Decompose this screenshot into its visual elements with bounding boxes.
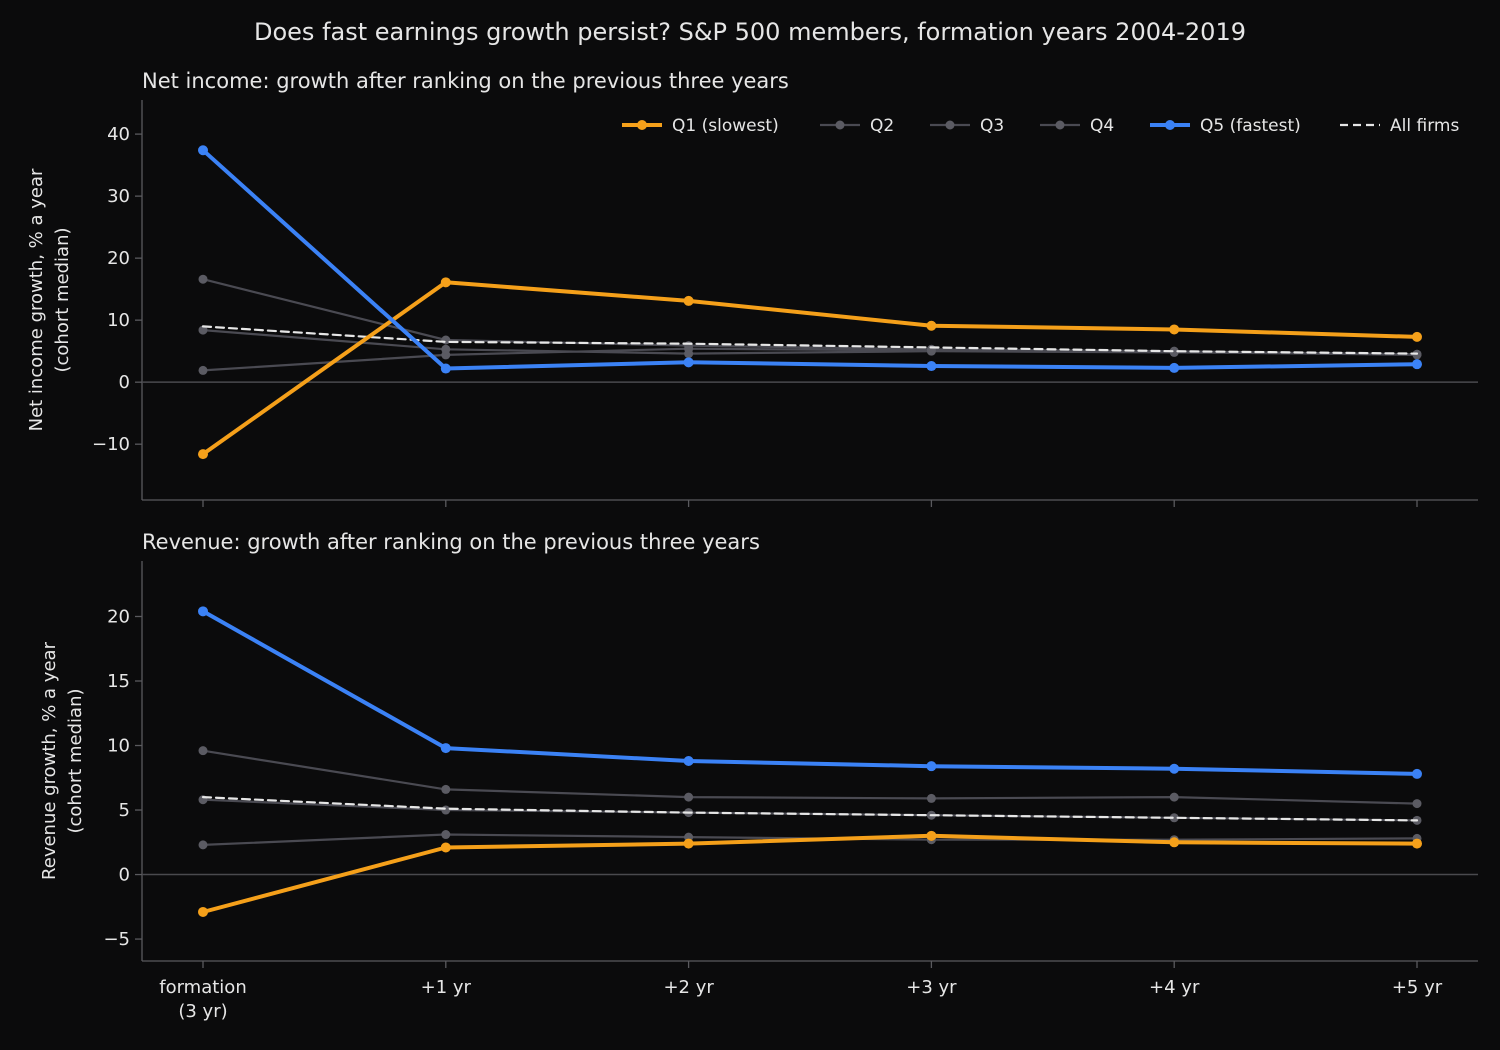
x-tick-label: +3 yr [906,977,957,998]
y-axis-label: (cohort median) [65,688,86,833]
legend-label-q2: Q2 [870,116,894,136]
data-point-q1 [198,449,208,460]
data-point-q5 [683,756,694,766]
legend-marker-q4 [1055,120,1065,130]
data-point-q4 [1169,346,1179,356]
y-tick-label: 30 [107,186,130,207]
data-point-q5 [1169,763,1180,774]
data-point-q5 [440,743,451,754]
data-point-q4 [684,792,694,802]
legend: Q1 (slowest) Q2 Q3 Q4 Q5 (fastest) All firms [622,116,1459,136]
data-point-q1 [1169,837,1180,848]
data-point-q1 [683,838,694,849]
data-point-q3 [441,805,451,815]
data-point-q2 [441,830,451,840]
x-tick-label: +5 yr [1392,977,1443,998]
y-tick-label: −5 [103,929,130,950]
y-axis-label: Revenue growth, % a year [39,641,60,880]
x-tick-label: +4 yr [1149,977,1200,998]
data-point-q1 [926,320,937,331]
data-point-q5 [926,761,937,772]
data-point-q5 [1169,362,1180,373]
y-tick-label: 5 [119,800,130,821]
data-point-q5 [440,363,451,374]
y-tick-label: 0 [119,865,130,886]
data-point-q4 [198,274,208,284]
data-point-q5 [198,145,208,156]
y-axis-label: Net income growth, % a year [26,168,47,431]
data-point-q5 [198,606,208,617]
x-tick-label: +2 yr [663,977,714,998]
series-line-q4 [201,749,1419,805]
y-tick-label: 20 [107,606,130,627]
panel-title: Net income: growth after ranking on the … [142,69,789,93]
data-point-q4 [1169,792,1179,802]
y-axis-label: (cohort median) [52,227,73,372]
data-point-q1 [440,842,451,853]
legend-marker-q3 [945,120,955,130]
x-tick-label: formation (3 yr) [159,977,246,1022]
data-point-q2 [198,840,208,850]
legend-label-q3: Q3 [980,116,1004,136]
data-point-q5 [683,357,694,368]
y-tick-label: 0 [119,372,130,393]
data-point-q4 [926,793,936,803]
series-line-q1 [201,833,1419,914]
series-line-q1 [201,280,1419,457]
series-line-all [201,795,1419,822]
data-point-q2 [198,365,208,375]
y-tick-label: 20 [107,248,130,269]
data-point-q4 [441,335,451,345]
data-point-q5 [1412,768,1422,779]
data-point-q3 [1169,813,1179,823]
y-tick-label: 40 [107,124,130,145]
data-point-q1 [926,830,937,841]
data-point-q4 [684,341,694,351]
legend-label-q5: Q5 (fastest) [1200,116,1301,136]
legend-marker-q2 [835,120,845,130]
data-point-q1 [1169,324,1180,335]
legend-marker-q1 [637,120,647,130]
data-point-q1 [440,277,451,288]
data-point-q1 [198,906,208,917]
y-tick-label: 10 [107,736,130,757]
data-point-q3 [684,349,694,359]
series-line-all [201,325,1419,355]
data-point-q3 [441,344,451,354]
data-point-q4 [198,746,208,756]
x-tick-label: +1 yr [421,977,472,998]
y-tick-label: 15 [107,671,130,692]
revenue-panel: Revenue: growth after ranking on the pre… [39,530,1478,1022]
data-point-q5 [926,361,937,372]
legend-marker-q5 [1165,120,1175,130]
data-point-q1 [683,295,694,306]
series-line-q5 [201,148,1419,371]
figure-title: Does fast earnings growth persist? S&P 5… [254,18,1246,46]
y-tick-label: 10 [107,310,130,331]
data-point-q1 [1412,838,1422,849]
data-point-q4 [926,344,936,354]
data-point-q4 [441,784,451,794]
series-line-q3 [201,798,1419,822]
data-point-q5 [1412,359,1422,370]
series-line-q5 [201,609,1419,776]
legend-label-q4: Q4 [1090,116,1114,136]
data-point-q1 [1412,331,1422,342]
legend-label-q1: Q1 (slowest) [672,116,779,136]
net-income-panel: Net income: growth after ranking on the … [26,69,1478,507]
data-point-q3 [198,325,208,335]
legend-label-all: All firms [1390,116,1459,136]
panel-title: Revenue: growth after ranking on the pre… [142,530,760,554]
y-tick-label: −10 [92,434,130,455]
data-point-q4 [1412,799,1422,809]
